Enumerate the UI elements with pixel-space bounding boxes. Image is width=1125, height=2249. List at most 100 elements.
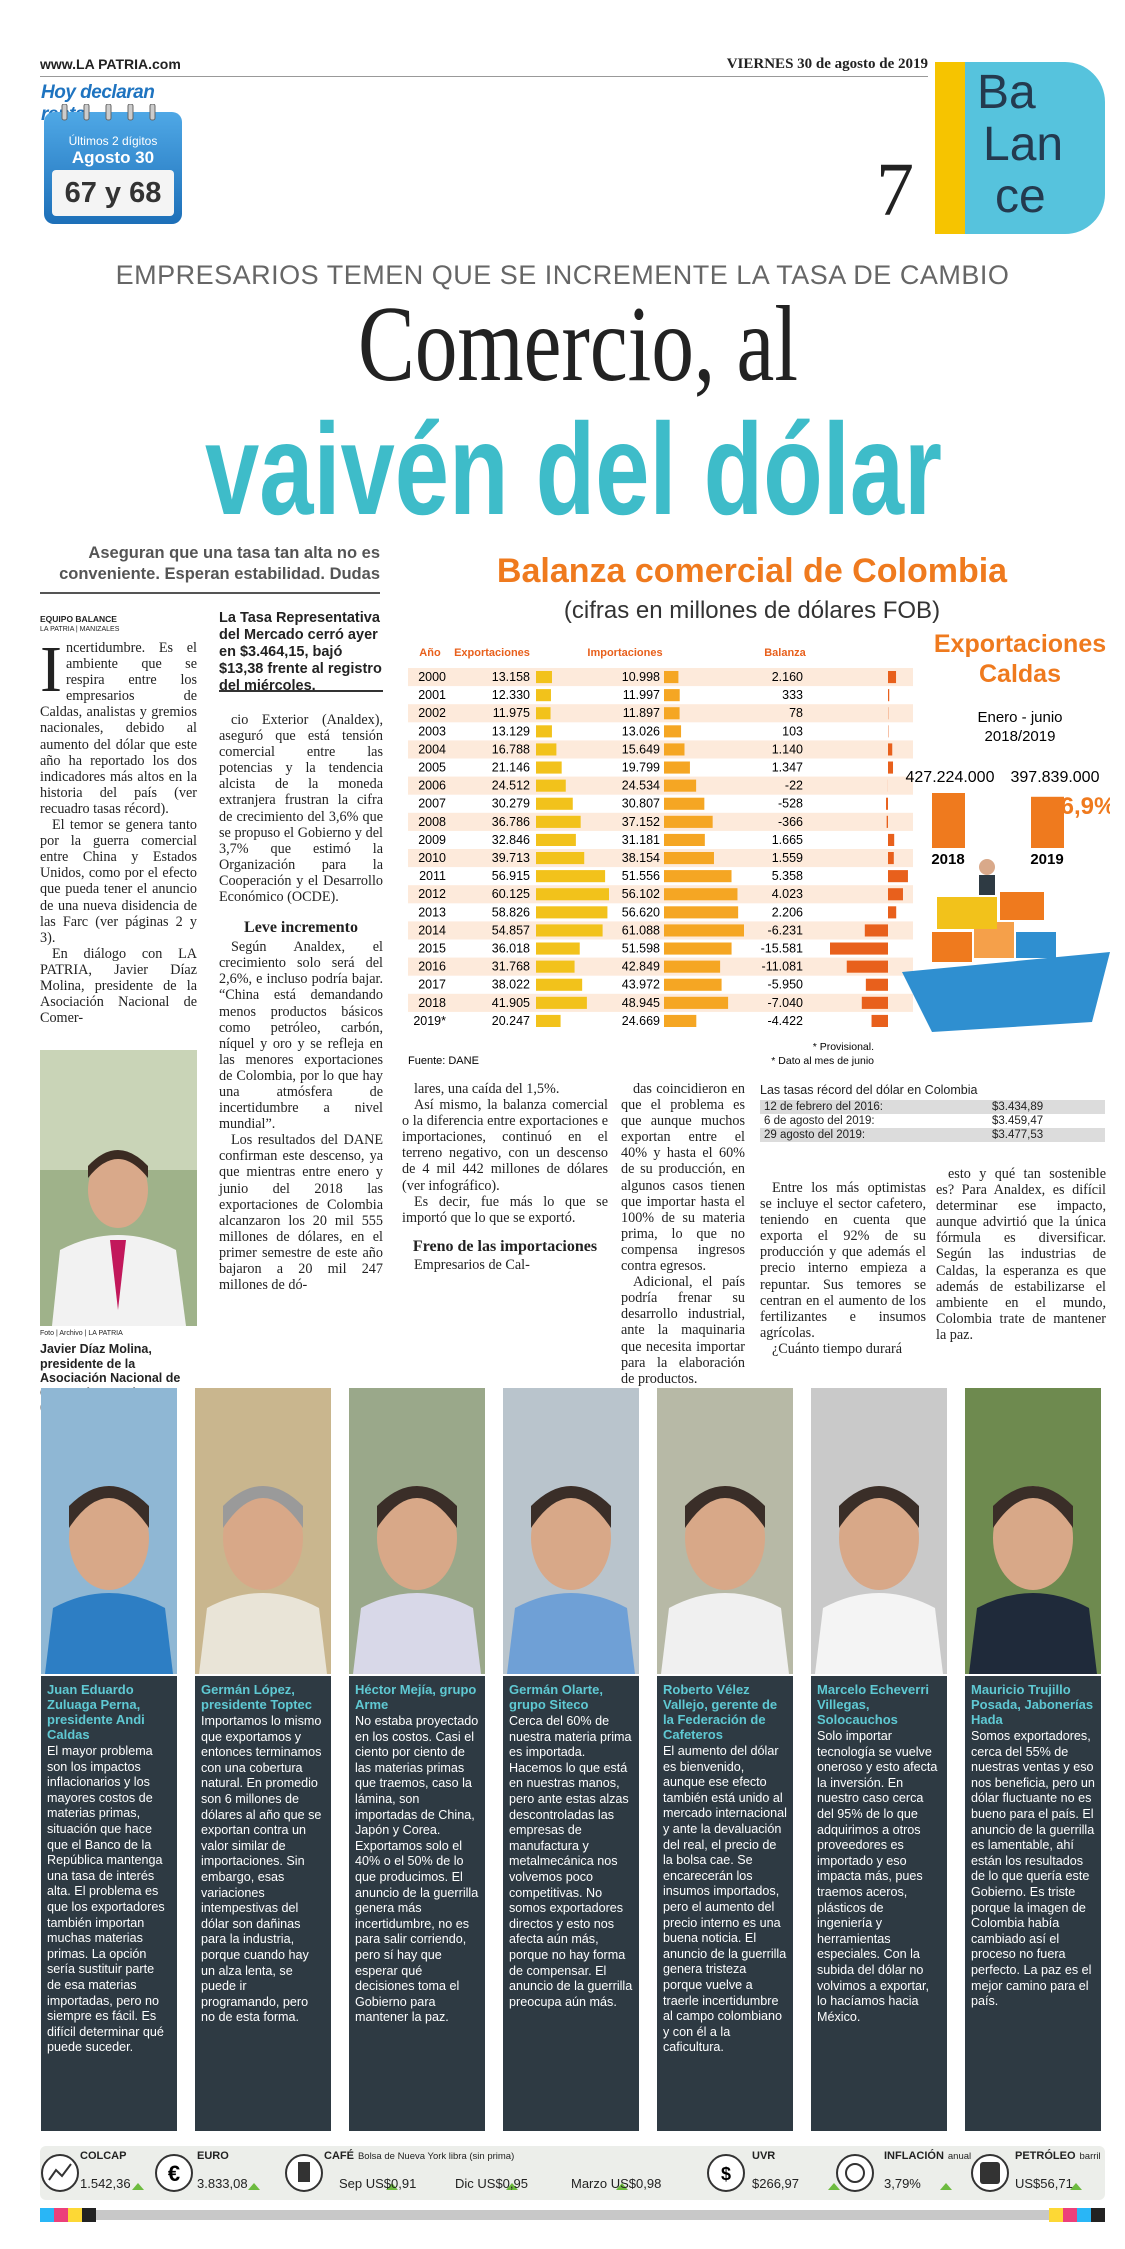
bar	[888, 906, 897, 919]
bar	[536, 761, 562, 774]
indicator-name: EURO	[197, 2150, 229, 2162]
column: esto y qué tan sostenible es? Para Anald…	[936, 1166, 1106, 1343]
photo-shape	[223, 1486, 303, 1528]
indicator-name: UVR	[752, 2150, 775, 2162]
year-label: 2012	[418, 887, 446, 901]
bar	[536, 996, 587, 1009]
value-label: 11.975	[493, 706, 530, 720]
value-label: 38.022	[492, 978, 530, 992]
photo	[349, 1388, 485, 1674]
value-label: 13.158	[492, 670, 530, 684]
photo	[657, 1388, 793, 1674]
value-label: -7.040	[768, 996, 803, 1010]
value-label: 1.665	[772, 833, 803, 847]
bar	[536, 671, 552, 684]
year-label: 2017	[418, 978, 446, 992]
bar	[888, 671, 897, 684]
column: Incertidumbre. Es el ambiente que se res…	[40, 633, 197, 1026]
row-band	[408, 740, 913, 759]
column: das coincidieron en que el problema es q…	[621, 1081, 745, 1387]
kicker: EMPRESARIOS TEMEN QUE SE INCREMENTE LA T…	[115, 260, 1010, 290]
bar	[664, 888, 738, 901]
bar	[664, 725, 682, 738]
bar	[536, 906, 608, 919]
value-label: 20.247	[492, 1014, 530, 1028]
bar	[664, 707, 680, 720]
value-label: 61.088	[622, 923, 660, 937]
indicator-value: US$56,71	[1015, 2176, 1073, 2191]
records-box: Las tasas récord del dólar en Colombia 1…	[760, 1083, 1105, 1142]
indicator-value: Sep US$0,91	[339, 2176, 417, 2191]
photo-shape	[45, 1593, 173, 1674]
paragraph: ¿Cuánto tiempo durará	[772, 1340, 903, 1357]
photo-shape	[685, 1486, 765, 1590]
year-label: 2015	[418, 942, 446, 956]
rule	[219, 690, 383, 692]
photo-shape	[353, 1593, 481, 1674]
row-band	[408, 849, 913, 868]
photo-shape	[685, 1486, 765, 1528]
chart-title: Balanza comercial de Colombia	[497, 552, 1008, 590]
value-label: 30.807	[622, 797, 660, 811]
bar	[1031, 796, 1064, 848]
quote-card: Héctor Mejía, grupo Arme No estaba proyec…	[349, 1676, 485, 2131]
quote-text: Somos exportadores, cerca del 55% de nue…	[971, 1729, 1095, 2009]
bar	[536, 779, 566, 792]
indicator-label: PETRÓLEO	[1015, 2150, 1076, 2162]
value-label: -5.950	[768, 978, 803, 992]
value-label: 78	[789, 706, 803, 720]
photo-shape	[223, 1486, 303, 1590]
illustration	[932, 932, 972, 962]
quote-text: Cerca del 60% de nuestra materia prima e…	[509, 1714, 633, 2009]
quote-card: Germán López, presidente Toptec Importamo…	[195, 1676, 331, 2131]
row-band	[408, 957, 913, 976]
value-label: 51.556	[622, 869, 660, 883]
value-label: -4.422	[768, 1014, 803, 1028]
record-row: 6 de agosto del 2019: $3.459,47	[760, 1114, 1105, 1128]
quote-name: Héctor Mejía, grupo Arme	[355, 1682, 477, 1712]
bar	[536, 942, 580, 955]
photo-shape	[993, 1486, 1073, 1528]
bar	[888, 888, 903, 901]
paragraph: Según Analdex, el crecimiento solo será …	[219, 939, 383, 1133]
value-label: 11.997	[623, 688, 660, 702]
bar	[664, 743, 685, 756]
subhead: Freno de las importaciones	[412, 1237, 598, 1255]
value-label: -528	[778, 797, 803, 811]
bar	[664, 689, 680, 702]
paragraph: Los resultados del DANE confirman este d…	[219, 1132, 383, 1294]
rule	[40, 76, 928, 77]
value-label: 56.915	[492, 869, 530, 883]
illustration	[1000, 892, 1044, 920]
year-label: 2019*	[413, 1014, 446, 1028]
quote-name: Marcelo Echeverri Villegas, Solocauchos	[817, 1682, 930, 1727]
value-label: 30.279	[492, 797, 530, 811]
year-label: 2014	[418, 923, 446, 937]
bar	[536, 924, 603, 937]
illustration	[979, 875, 995, 895]
date: VIERNES 30 de agosto de 2019	[726, 56, 928, 72]
value-label: 32.846	[492, 833, 530, 847]
bar	[861, 996, 888, 1009]
value-label: 36.786	[492, 815, 530, 829]
bar	[664, 906, 739, 919]
bar	[664, 833, 705, 846]
indicator-value: 3.833,08	[197, 2176, 248, 2191]
value-label: 56.102	[622, 887, 660, 901]
panel-subtitle: Enero - junio	[977, 709, 1062, 726]
value-label: 10.998	[622, 670, 660, 684]
year-label: 2018	[418, 996, 446, 1010]
record-date: 12 de febrero del 2016:	[764, 1101, 883, 1113]
quote-card: Juan Eduardo Zuluaga Perna, presidente A…	[41, 1676, 177, 2131]
value-label: 1.140	[772, 742, 803, 756]
photo	[503, 1388, 639, 1674]
bar	[664, 996, 729, 1009]
value-label: 19.799	[622, 761, 660, 775]
column-header: Exportaciones	[454, 647, 530, 659]
quote-text: No estaba proyectado en los costos. Casi…	[355, 1714, 479, 2025]
year-label: 2000	[418, 670, 446, 684]
bar	[536, 1014, 561, 1027]
bar	[664, 942, 732, 955]
year-label: 2016	[418, 960, 446, 974]
note: * Dato al mes de junio	[771, 1055, 874, 1067]
